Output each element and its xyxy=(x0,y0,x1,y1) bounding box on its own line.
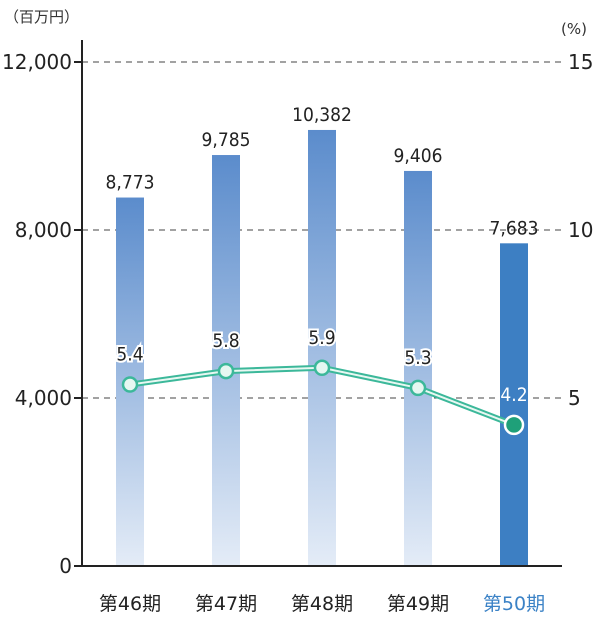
category-label: 第47期 xyxy=(195,593,257,615)
bar-value-label: 9,785 xyxy=(202,129,251,151)
bar xyxy=(212,155,240,566)
bar-value-label: 8,773 xyxy=(106,172,155,194)
ratio-value-label: 4.2 xyxy=(500,384,527,406)
ratio-value-label: 5.4 xyxy=(116,344,143,366)
bar xyxy=(308,129,336,566)
category-label: 第49期 xyxy=(387,593,449,615)
left-axis-tick-label: 8,000 xyxy=(15,218,72,242)
right-axis-tick-label: 5 xyxy=(568,386,581,410)
left-axis-tick-label: 4,000 xyxy=(15,386,72,410)
left-axis-tick-label: 0 xyxy=(59,554,72,578)
bar xyxy=(500,243,528,566)
ratio-point xyxy=(313,359,331,377)
right-axis-unit: (%) xyxy=(561,20,587,38)
bar-value-label: 9,406 xyxy=(394,145,443,167)
ratio-point xyxy=(217,362,235,380)
ratio-value-label: 5.3 xyxy=(404,347,431,369)
category-label: 第48期 xyxy=(291,593,353,615)
left-axis-tick-label: 12,000 xyxy=(2,50,72,74)
ratio-point xyxy=(409,379,427,397)
category-label: 第50期 xyxy=(483,593,545,615)
right-axis-tick-label: 15 xyxy=(568,50,593,74)
ratio-value-label: 5.9 xyxy=(308,327,335,349)
ratio-point xyxy=(503,414,525,436)
bar-value-label: 7,683 xyxy=(490,217,539,239)
bar-value-label: 10,382 xyxy=(292,104,352,126)
left-axis-unit: （百万円） xyxy=(4,8,80,26)
right-axis-tick-label: 10 xyxy=(568,218,593,242)
ratio-point xyxy=(121,376,139,393)
category-label: 第46期 xyxy=(99,593,161,615)
bar xyxy=(404,170,432,566)
ratio-value-label: 5.8 xyxy=(212,330,239,352)
